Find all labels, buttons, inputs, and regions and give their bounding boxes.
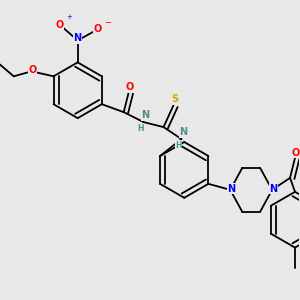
- Text: N: N: [74, 34, 82, 44]
- Text: O: O: [126, 82, 134, 92]
- Text: N: N: [269, 184, 277, 194]
- Text: N: N: [227, 184, 235, 194]
- Text: +: +: [67, 14, 73, 20]
- Text: H: H: [175, 140, 182, 149]
- Text: O: O: [292, 148, 300, 158]
- Text: S: S: [171, 94, 178, 104]
- Text: O: O: [28, 65, 37, 75]
- Text: O: O: [56, 20, 64, 29]
- Text: O: O: [94, 23, 102, 34]
- Text: N: N: [142, 110, 150, 120]
- Text: −: −: [104, 18, 111, 27]
- Text: N: N: [179, 127, 188, 137]
- Text: H: H: [137, 124, 144, 133]
